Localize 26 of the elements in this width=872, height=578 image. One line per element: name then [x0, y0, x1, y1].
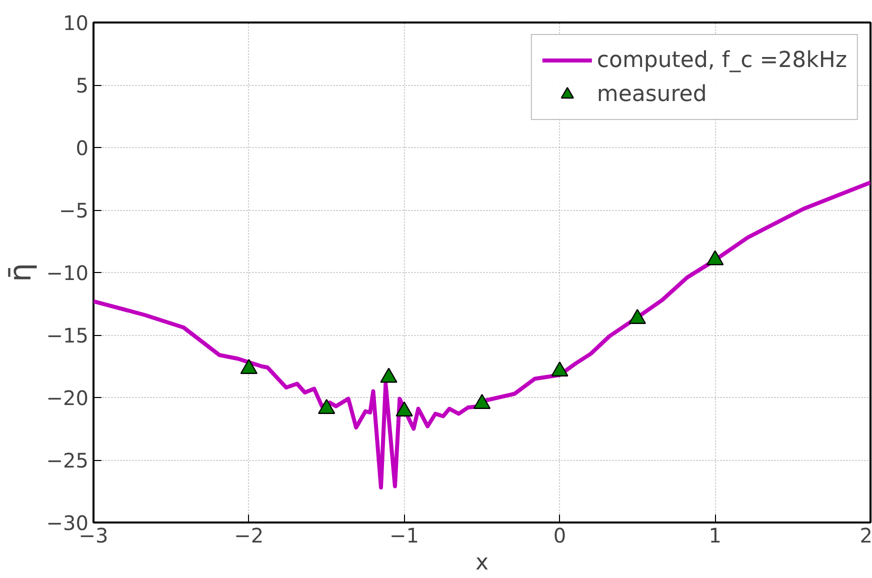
y-tick-label: 0: [76, 136, 89, 160]
y-tick-label: 5: [76, 74, 89, 98]
x-tick-label: −1: [390, 524, 420, 548]
point: [396, 401, 413, 416]
x-tick-label: 1: [708, 524, 722, 548]
y-tick-label: −10: [46, 261, 89, 285]
line-series: [94, 180, 870, 490]
point: [240, 358, 258, 374]
point: [473, 394, 491, 409]
x-axis-title: x: [475, 550, 489, 576]
point: [380, 368, 398, 383]
point: [628, 308, 646, 324]
x-tick-label: 2: [860, 524, 872, 548]
y-tick-label: −5: [59, 198, 88, 222]
x-tick-label: 0: [553, 524, 566, 548]
y-tick-label: 10: [63, 11, 89, 35]
x-tick-label: −2: [234, 524, 264, 548]
y-tick-label: −20: [46, 386, 89, 410]
y-axis-title: η̄: [3, 262, 38, 282]
point: [318, 398, 336, 414]
point: [551, 361, 568, 376]
legend-label: computed, f_c =28kHz: [596, 48, 847, 72]
y-tick-label: −15: [46, 324, 89, 348]
legend-label: measured: [596, 82, 707, 106]
point: [706, 250, 724, 266]
y-tick-label: −25: [46, 448, 89, 472]
